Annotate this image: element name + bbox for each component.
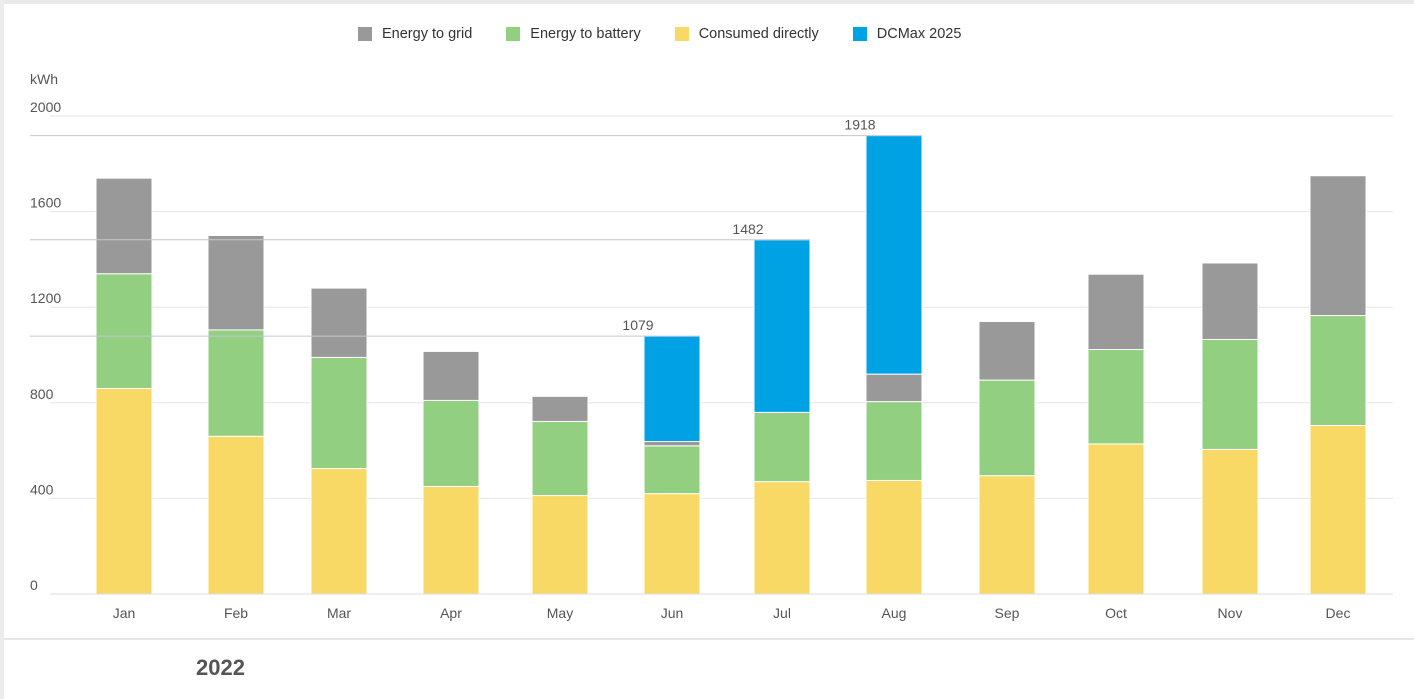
bar-segment <box>753 411 811 483</box>
year-label: 2022 <box>196 655 245 680</box>
bar-segment <box>753 481 811 595</box>
bar-segment <box>310 287 368 358</box>
legend-item[interactable]: Energy to grid <box>358 26 472 42</box>
bar-segment <box>1087 273 1145 351</box>
bar-segment <box>207 235 265 331</box>
y-axis-unit: kWh <box>30 71 58 87</box>
bar-segment <box>1087 349 1145 445</box>
bottom-separator <box>4 638 1414 640</box>
bar-segment <box>422 485 480 595</box>
x-tick-label: Jul <box>773 605 791 621</box>
x-tick-label: Nov <box>1218 605 1243 621</box>
bar-segment <box>95 387 153 595</box>
legend-item[interactable]: DCMax 2025 <box>852 26 962 42</box>
bar-segment <box>531 495 589 595</box>
legend-swatch <box>852 27 867 41</box>
legend-swatch <box>674 27 689 41</box>
legend-swatch <box>358 27 372 41</box>
bar-segment <box>865 135 923 375</box>
bar-segment <box>310 356 368 470</box>
bar-segment <box>422 399 480 487</box>
bar-segment <box>95 177 153 275</box>
y-tick-label: 2000 <box>30 99 61 115</box>
bar-segment <box>978 379 1036 477</box>
left-border <box>0 0 4 699</box>
x-tick-label: Jun <box>661 605 684 621</box>
legend-label: DCMax 2025 <box>876 26 962 42</box>
x-tick-label: Sep <box>995 605 1020 621</box>
y-tick-label: 1200 <box>30 290 61 306</box>
bar-segment <box>753 239 811 413</box>
data-label: 1918 <box>844 117 875 133</box>
x-tick-label: Feb <box>224 605 248 621</box>
bar-segment <box>1201 338 1259 450</box>
bar-segment <box>1087 443 1145 595</box>
bar-segment <box>865 401 923 481</box>
legend-item[interactable]: Consumed directly <box>674 26 819 42</box>
bar-segment <box>422 350 480 401</box>
bar-segment <box>1309 315 1367 427</box>
bar-segment <box>1201 262 1259 340</box>
x-tick-label: May <box>547 605 573 621</box>
bar-segment <box>978 475 1036 595</box>
bar-segment <box>865 373 923 403</box>
x-tick-label: Jan <box>113 605 136 621</box>
x-tick-label: Apr <box>440 605 462 621</box>
bar-segment <box>531 395 589 422</box>
stacked-bar-chart: 0 400 800 1200 1600 2000 kWh Jan Feb Mar Apr May Jun… <box>30 71 1393 621</box>
bar-segment <box>207 435 265 595</box>
bar-segment <box>531 420 589 497</box>
y-tick-label: 0 <box>30 577 38 593</box>
x-tick-label: Mar <box>327 605 351 621</box>
top-border <box>0 0 1414 4</box>
legend-swatch <box>506 27 521 41</box>
bar-segment <box>1201 448 1259 595</box>
x-tick-label: Dec <box>1326 605 1351 621</box>
data-label: 1079 <box>622 317 653 333</box>
bar-segment <box>643 493 701 595</box>
bar-segment <box>1309 425 1367 595</box>
data-label: 1482 <box>732 221 763 237</box>
y-tick-label: 800 <box>30 386 54 402</box>
bar-segment <box>1309 175 1367 317</box>
chart-legend: Energy to grid Energy to battery Consumed … <box>358 26 961 42</box>
x-tick-label: Oct <box>1105 605 1127 621</box>
bar-segment <box>978 321 1036 381</box>
y-tick-label: 400 <box>30 481 54 497</box>
legend-item[interactable]: Energy to battery <box>506 26 641 42</box>
x-tick-label: Aug <box>882 605 907 621</box>
bar-segment <box>865 479 923 595</box>
legend-label: Consumed directly <box>698 26 819 42</box>
bar-segment <box>643 445 701 495</box>
bar-segment <box>95 273 153 389</box>
bar-segment <box>643 335 701 443</box>
legend-label: Energy to battery <box>530 26 641 42</box>
bar-segment <box>643 441 701 447</box>
y-tick-label: 1600 <box>30 195 61 211</box>
bar-segment <box>310 468 368 595</box>
legend-label: Energy to grid <box>382 26 473 42</box>
bar-segment <box>207 329 265 437</box>
